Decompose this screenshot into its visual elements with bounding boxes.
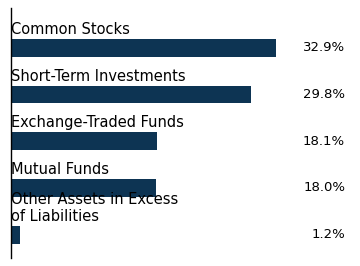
Bar bbox=[11, 39, 276, 57]
Bar bbox=[11, 179, 156, 197]
Text: 32.9%: 32.9% bbox=[303, 41, 345, 54]
Text: Exchange-Traded Funds: Exchange-Traded Funds bbox=[11, 115, 184, 130]
Bar bbox=[11, 226, 21, 244]
Text: Short-Term Investments: Short-Term Investments bbox=[11, 69, 185, 84]
Text: Mutual Funds: Mutual Funds bbox=[11, 162, 109, 177]
Text: 29.8%: 29.8% bbox=[303, 88, 345, 101]
Text: 1.2%: 1.2% bbox=[311, 228, 345, 241]
Text: 18.0%: 18.0% bbox=[303, 181, 345, 194]
Text: Common Stocks: Common Stocks bbox=[11, 22, 130, 37]
Bar bbox=[11, 86, 251, 103]
Text: Other Assets in Excess
of Liabilities: Other Assets in Excess of Liabilities bbox=[11, 192, 178, 224]
Text: 18.1%: 18.1% bbox=[303, 135, 345, 148]
Bar bbox=[11, 132, 157, 150]
